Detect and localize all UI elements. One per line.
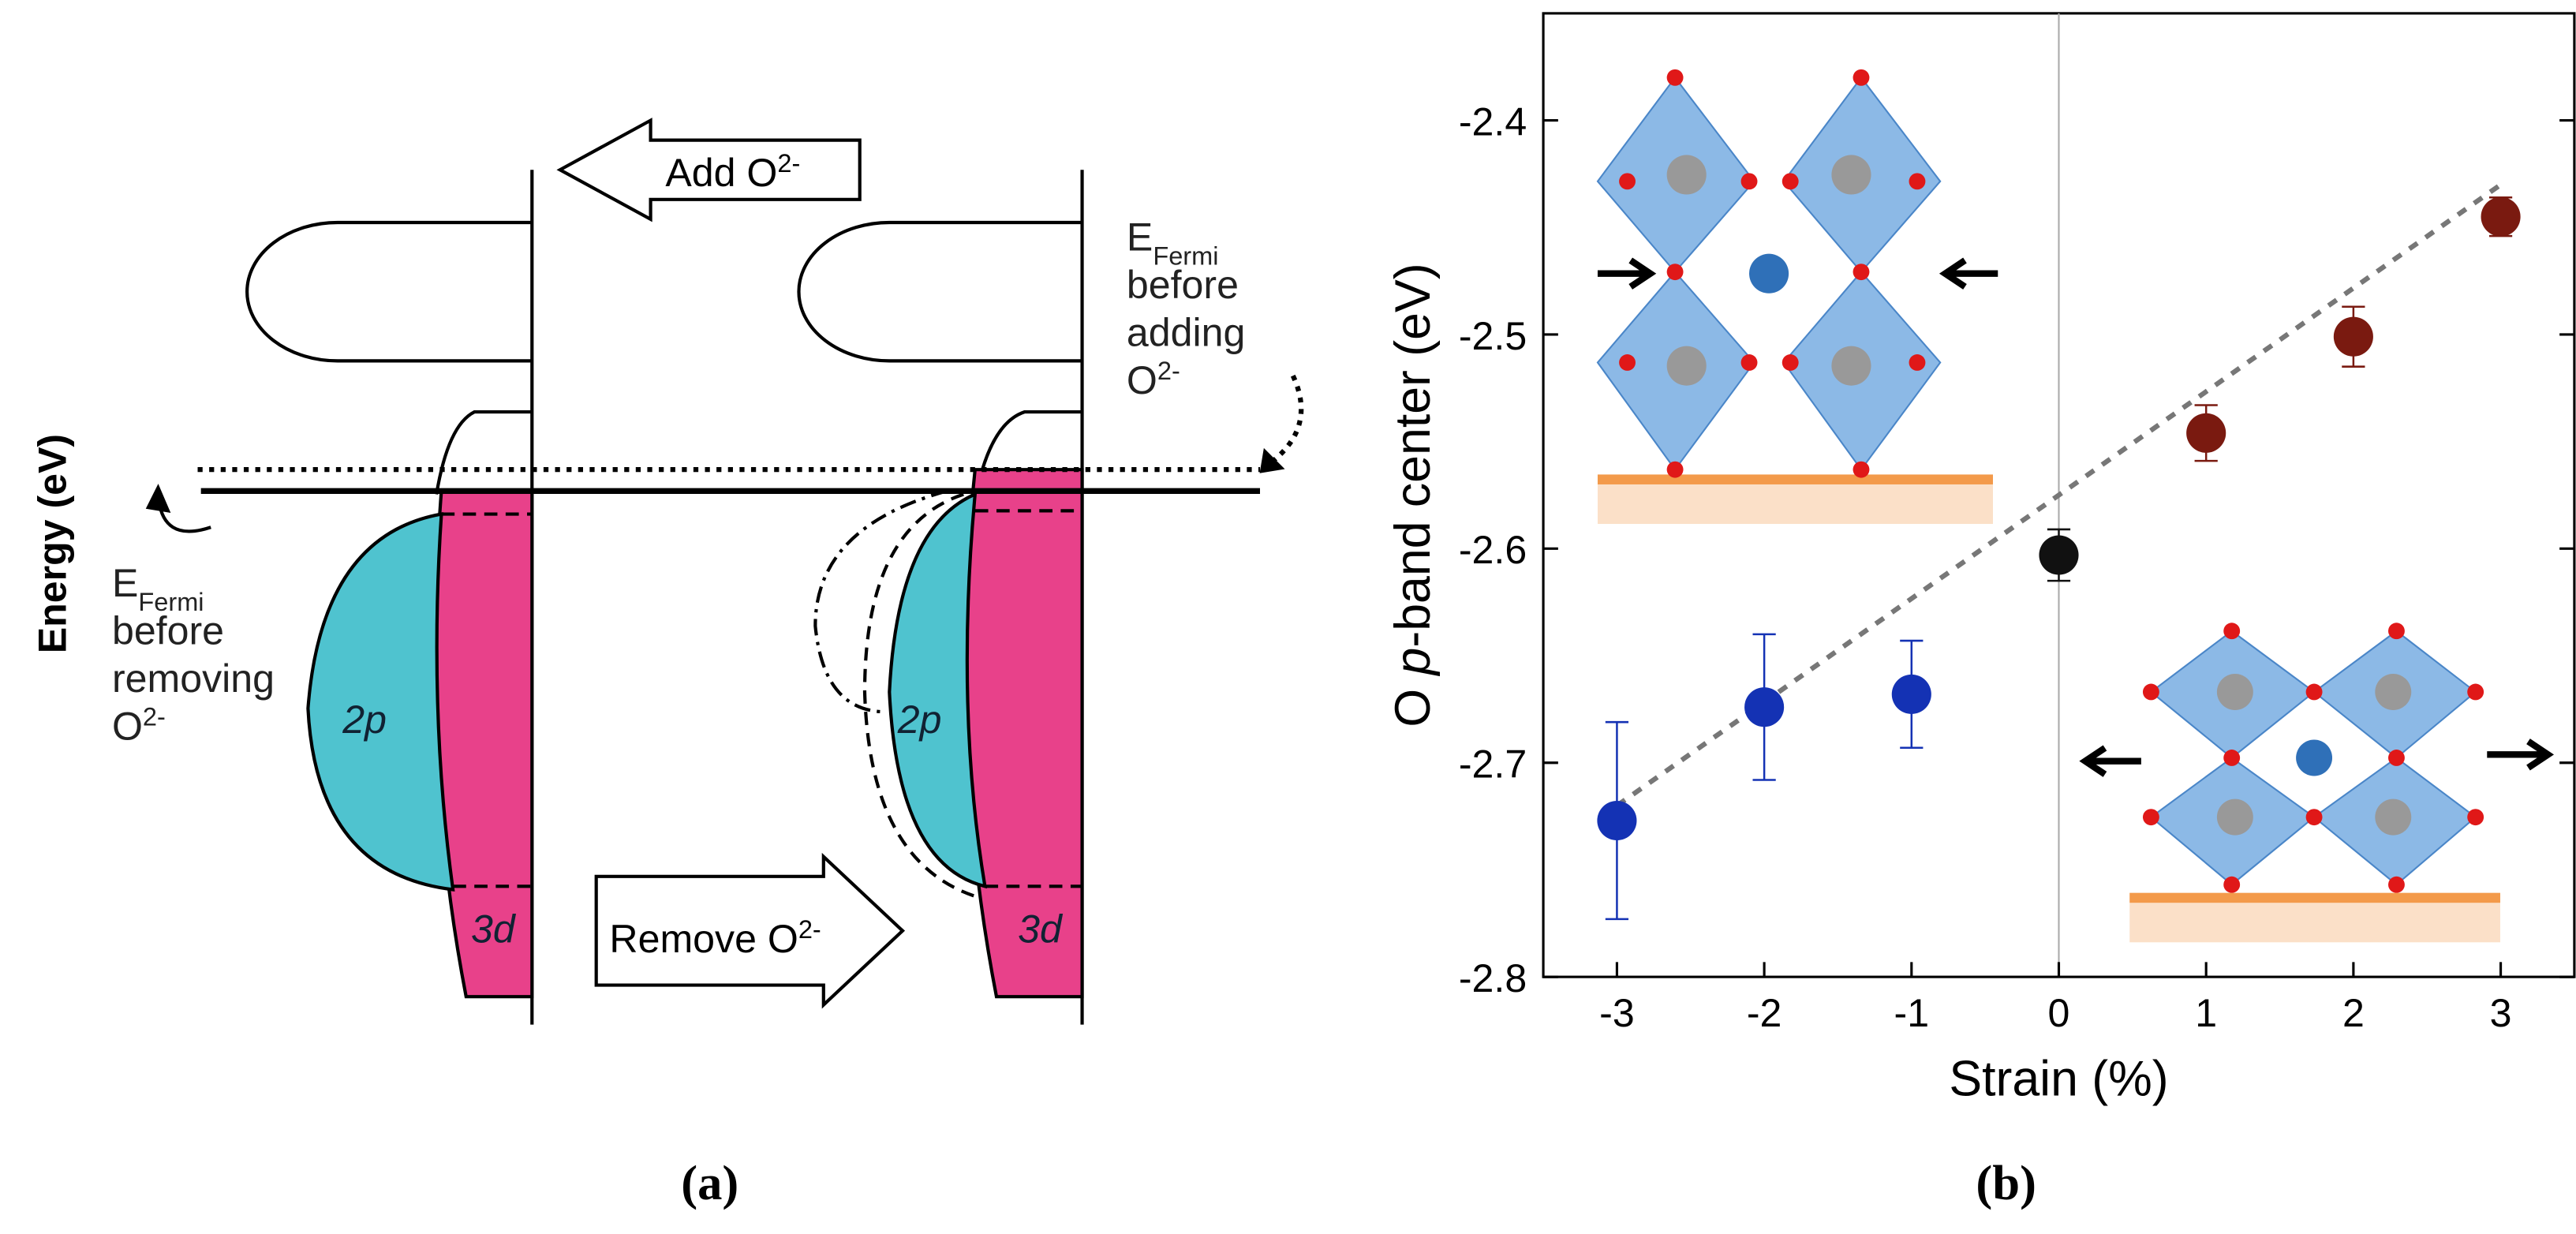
- add-arrow-label: Add O2-: [665, 149, 800, 195]
- fermi-label-line: removing: [112, 656, 275, 701]
- y-axis-label-part: p: [1385, 648, 1441, 677]
- fermi-label: EFermi: [112, 561, 204, 616]
- data-point: [2333, 316, 2373, 357]
- fermi-label-part: E: [1127, 215, 1153, 260]
- add-arrow-label-part: 2-: [777, 149, 800, 178]
- x-tick-label: 2: [2342, 991, 2365, 1035]
- caption: (b): [1976, 1155, 2036, 1210]
- fermi-label-line: adding: [1127, 311, 1245, 355]
- y-axis-label: O p-band center (eV): [1385, 263, 1441, 727]
- x-axis-label: Strain (%): [1949, 1051, 2168, 1106]
- fermi-label: EFermi: [1127, 215, 1219, 271]
- data-point: [2481, 196, 2521, 237]
- x-tick-label: -3: [1599, 991, 1635, 1035]
- y-tick-label: -2.5: [1459, 314, 1527, 358]
- fermi-label-ion-part: O: [1127, 358, 1157, 402]
- x-tick-label: 1: [2195, 991, 2217, 1035]
- y-tick-label: -2.7: [1459, 742, 1527, 787]
- data-point: [2039, 535, 2079, 575]
- band-diagram: [145, 118, 1304, 1025]
- y-tick-label: -2.8: [1459, 956, 1527, 1000]
- caption: (a): [681, 1155, 738, 1210]
- crystal-inset-compressive: [1596, 69, 1998, 525]
- band-label: 3d: [1018, 907, 1064, 951]
- fermi-label-part: E: [112, 561, 138, 605]
- data-point: [2186, 413, 2226, 453]
- fermi-label-line: before: [112, 608, 224, 653]
- data-point: [1744, 687, 1785, 727]
- y-axis-label-part: -band center (eV): [1385, 263, 1441, 647]
- crystal-inset-tensile: [2079, 623, 2555, 943]
- x-tick-label: -2: [1747, 991, 1782, 1035]
- band-label: 2p: [342, 697, 387, 742]
- energy-axis-label: Energy (eV): [31, 434, 75, 653]
- remove-arrow-label-part: Remove O: [609, 917, 798, 961]
- y-tick-label: -2.4: [1459, 99, 1527, 144]
- band-label: 3d: [471, 907, 517, 951]
- fermi-label-ion: O2-: [112, 703, 166, 749]
- fermi-label-part: Fermi: [1153, 242, 1218, 271]
- fermi-label-part: Fermi: [138, 588, 204, 616]
- x-tick-label: 0: [2048, 991, 2070, 1035]
- band-label: 2p: [897, 697, 942, 742]
- fermi-label-ion-part: O: [112, 705, 143, 749]
- fermi-label-ion-part: 2-: [1157, 357, 1180, 385]
- x-tick-label: 3: [2490, 991, 2512, 1035]
- x-tick-label: -1: [1894, 991, 1930, 1035]
- y-axis-label-part: O: [1385, 675, 1441, 727]
- y-tick-label: -2.6: [1459, 528, 1527, 572]
- remove-arrow-label: Remove O2-: [609, 915, 821, 961]
- remove-arrow-label-part: 2-: [798, 915, 821, 944]
- data-point: [1597, 800, 1637, 841]
- data-point: [1891, 674, 1931, 714]
- fermi-label-line: before: [1127, 263, 1239, 307]
- add-arrow-label-part: Add O: [665, 151, 777, 195]
- fermi-label-ion: O2-: [1127, 357, 1180, 402]
- fermi-label-ion-part: 2-: [143, 703, 166, 731]
